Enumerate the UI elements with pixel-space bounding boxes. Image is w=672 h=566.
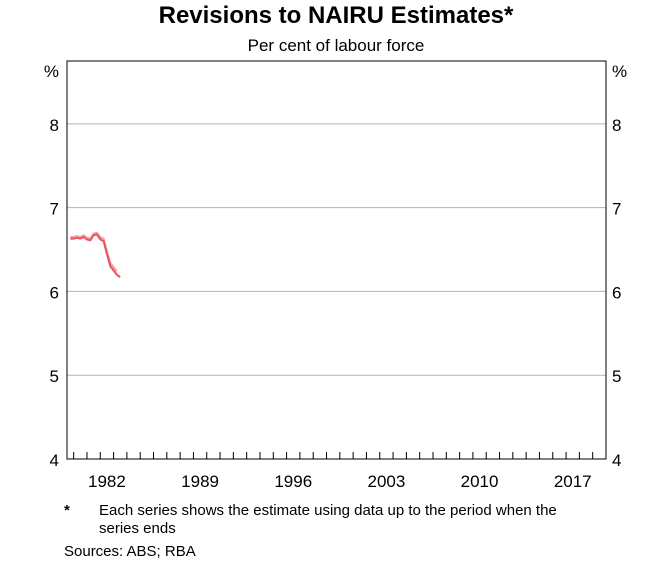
- plot-frame: [66, 60, 607, 460]
- x-ticks: [73, 452, 607, 459]
- x-tick-label: 2017: [554, 472, 592, 491]
- x-tick-label: 2010: [461, 472, 499, 491]
- x-tick-labels: 1982 1989 1996 2003 2010 2017: [88, 472, 592, 491]
- gridlines: [67, 123, 606, 376]
- x-tick-label: 1989: [181, 472, 219, 491]
- footnote-mark: *: [64, 502, 70, 519]
- x-tick-label: 1982: [88, 472, 126, 491]
- y-tick-label-right: 4: [612, 451, 621, 470]
- series-line: [70, 233, 121, 278]
- chart-title: Revisions to NAIRU Estimates*: [158, 2, 514, 29]
- chart-subtitle: Per cent of labour force: [247, 36, 425, 55]
- y-tick-label-right: 7: [612, 200, 621, 219]
- y-tick-label-right: 5: [612, 367, 621, 386]
- x-tick-label: 1996: [274, 472, 312, 491]
- sources-note: Sources: ABS; RBA: [64, 543, 196, 560]
- y-tick-label-right: 6: [612, 283, 621, 302]
- y-tick-label-right: 8: [612, 116, 621, 135]
- footnote-text: Each series shows the estimate using dat…: [99, 502, 557, 537]
- y-tick-labels: 4 4 5 5 6 6 7 7 8 8: [50, 116, 622, 470]
- y-unit-left: %: [44, 62, 59, 81]
- series-lines: [70, 231, 121, 278]
- y-tick-label-left: 6: [50, 283, 59, 302]
- y-tick-label-left: 5: [50, 367, 59, 386]
- y-tick-label-left: 8: [50, 116, 59, 135]
- y-tick-label-left: 7: [50, 200, 59, 219]
- x-tick-label: 2003: [367, 472, 405, 491]
- y-tick-label-left: 4: [50, 451, 59, 470]
- y-unit-right: %: [612, 62, 627, 81]
